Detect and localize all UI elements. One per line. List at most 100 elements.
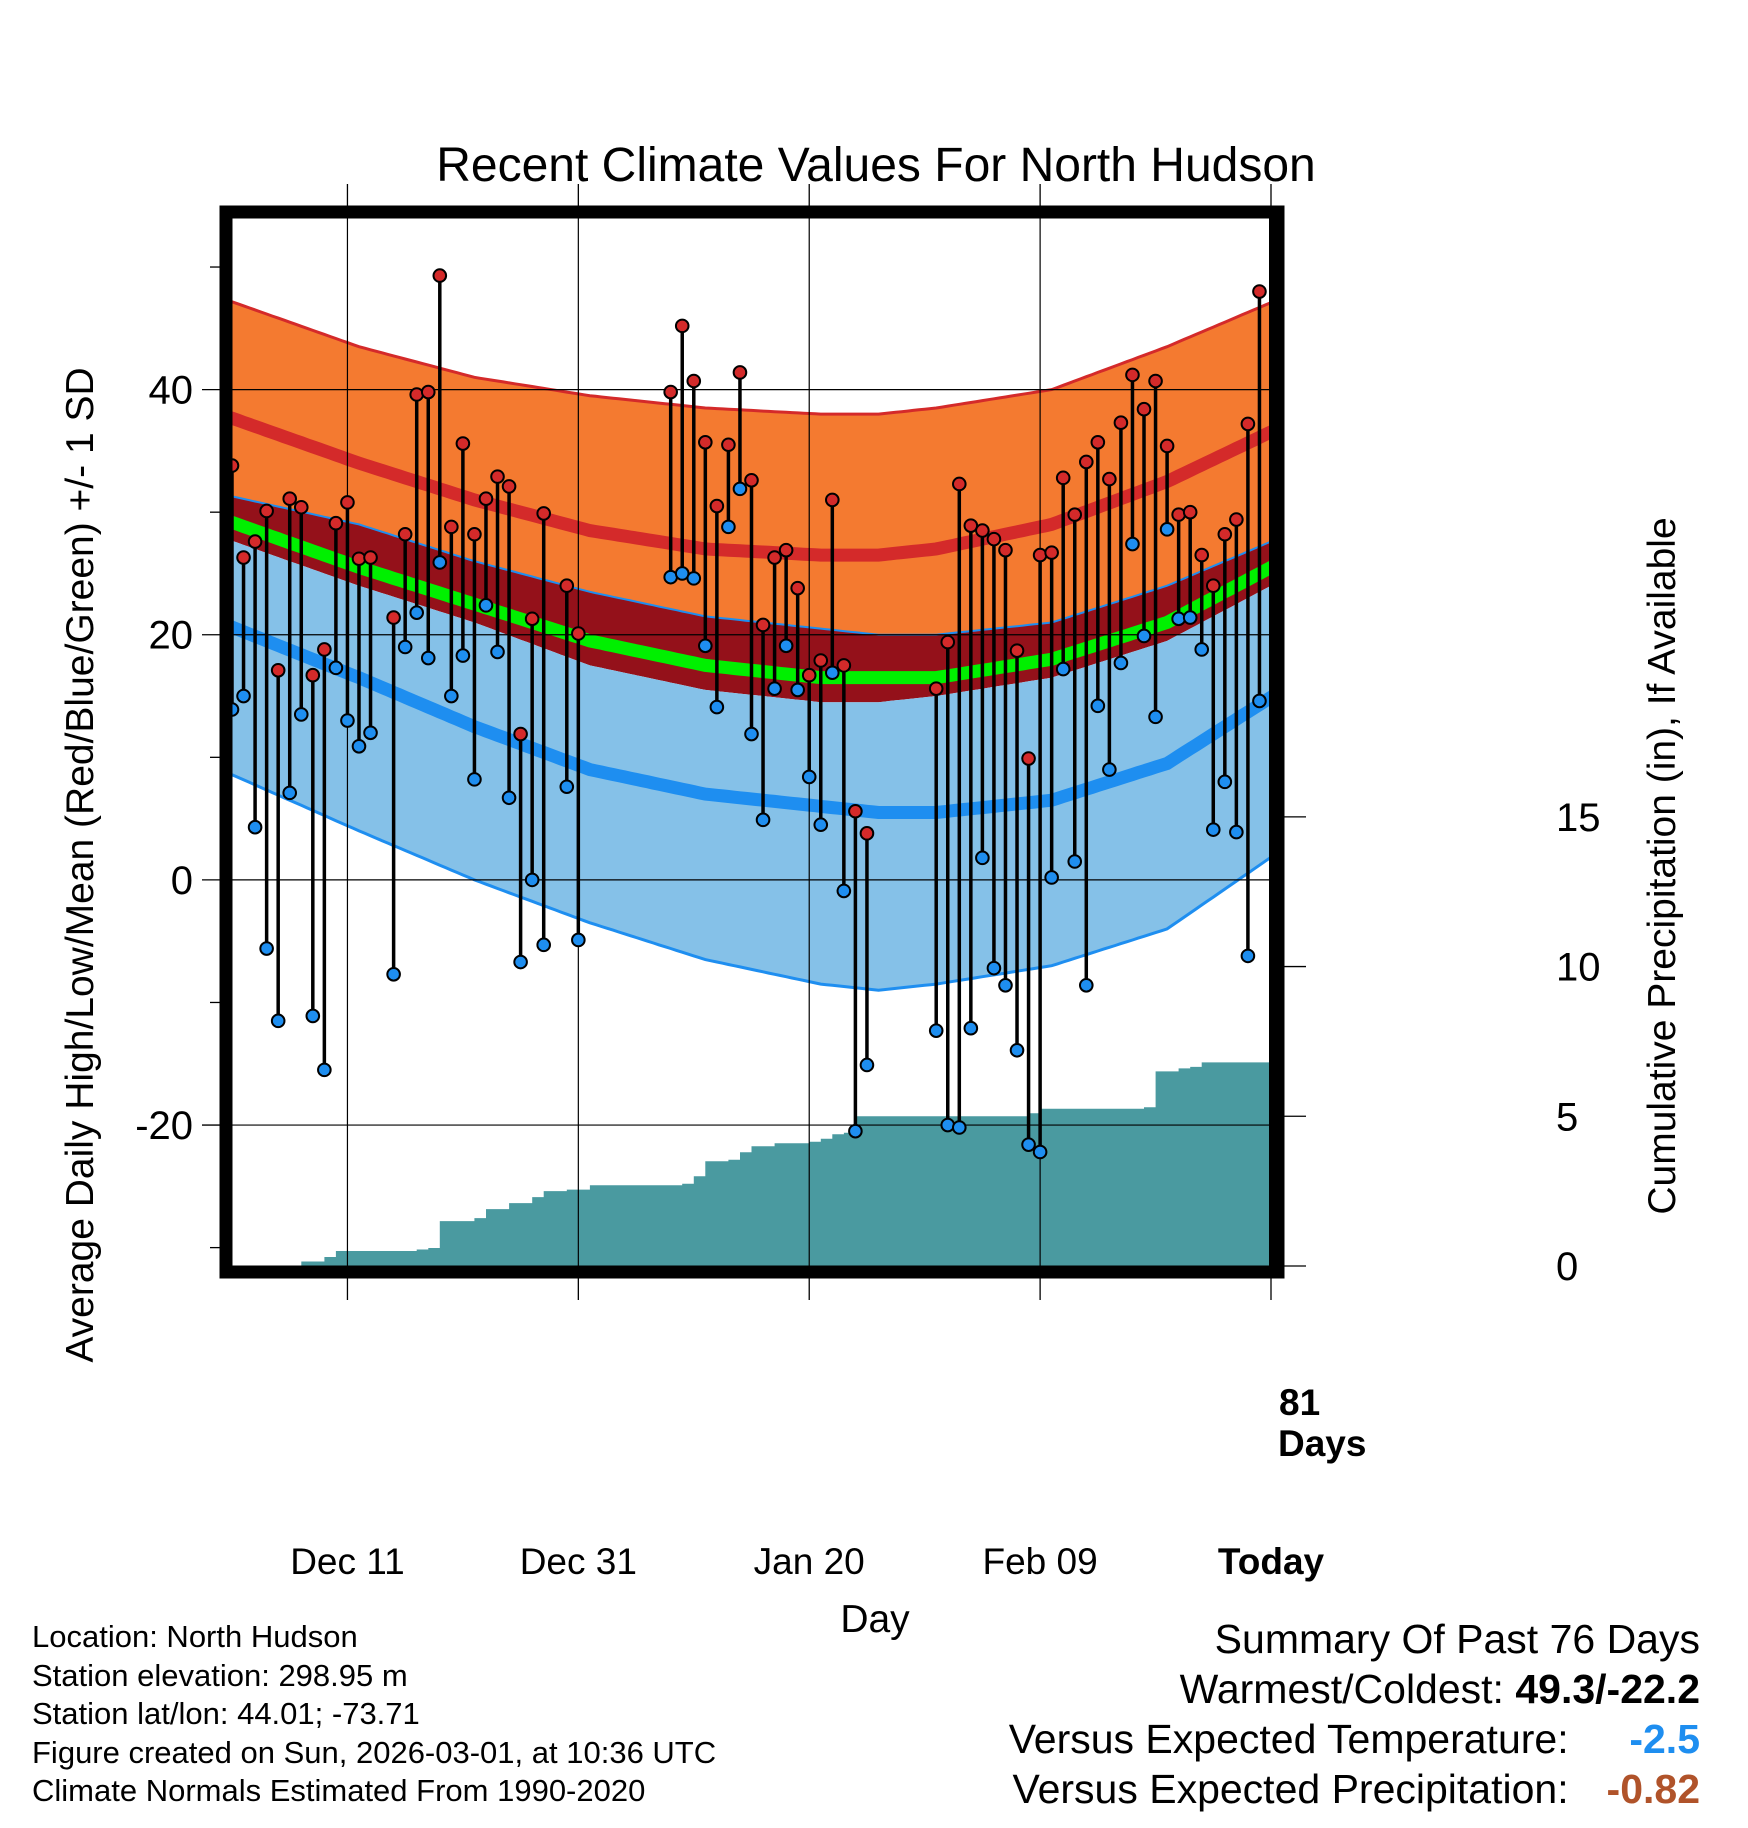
daily-high-point (848, 803, 863, 819)
temp-anomaly-value: -2.5 (1629, 1716, 1700, 1762)
station-info: Location: North Hudson Station elevation… (32, 1618, 716, 1811)
daily-high-point (709, 498, 725, 514)
daily-low-point (351, 738, 367, 754)
normals-text: Climate Normals Estimated From 1990-2020 (32, 1773, 646, 1808)
daily-low-point (444, 688, 459, 704)
daily-low-point (1021, 1137, 1036, 1152)
daily-low-point (778, 638, 794, 654)
precip-anomaly-label: Versus Expected Precipitation: (1012, 1766, 1569, 1812)
daily-low-point (859, 1057, 875, 1073)
daily-high-point (247, 534, 263, 549)
daily-low-point (232, 702, 240, 717)
daily-low-point (236, 688, 251, 704)
days-count-label: Days (1278, 1423, 1366, 1464)
summary-panel: Summary Of Past 76 Days Warmest/Coldest:… (1009, 1614, 1700, 1814)
daily-high-point (1136, 401, 1152, 417)
daily-low-point (1078, 978, 1094, 993)
daily-low-point (721, 519, 736, 535)
daily-high-point (524, 611, 540, 627)
daily-low-point (1136, 628, 1152, 644)
daily-high-point (778, 542, 794, 558)
daily-low-point (1182, 610, 1198, 625)
high-sd-upper-line (232, 300, 1271, 416)
daily-low-point (975, 850, 990, 866)
daily-low-point (340, 713, 355, 728)
daily-low-point (825, 665, 840, 681)
daily-high-point (397, 526, 413, 542)
daily-high-point (444, 519, 459, 535)
daily-high-point (420, 384, 436, 400)
daily-high-point (1240, 416, 1256, 432)
daily-high-point (998, 542, 1013, 558)
daily-high-point (259, 503, 274, 519)
daily-low-point (513, 954, 528, 970)
daily-low-point (1044, 870, 1059, 885)
warmest-value: 49.3/-22.2 (1515, 1666, 1700, 1712)
daily-low-point (282, 785, 298, 801)
plot-frame (219, 205, 1285, 1279)
plot-content (232, 218, 1271, 1266)
daily-low-point (1113, 655, 1129, 671)
daily-high-point (755, 617, 771, 633)
daily-low-point (1125, 536, 1140, 552)
daily-high-point (1090, 435, 1106, 450)
daily-low-point (467, 772, 482, 787)
daily-high-point (571, 626, 586, 641)
precip-anomaly-row: Versus Expected Precipitation: -0.82 (1009, 1764, 1701, 1814)
daily-low-point (559, 779, 575, 795)
y2-tick-label: 10 (1556, 946, 1601, 990)
daily-low-point (801, 769, 817, 785)
daily-high-point (1148, 373, 1163, 389)
daily-low-point (1252, 693, 1267, 709)
daily-high-point (767, 550, 782, 565)
daily-low-point (420, 650, 436, 666)
daily-low-point (270, 1013, 286, 1029)
daily-high-point (859, 826, 875, 841)
daily-high-point (1159, 438, 1175, 454)
daily-low-point (1148, 709, 1163, 725)
daily-high-point (1229, 512, 1244, 527)
daily-low-point (1090, 698, 1106, 714)
elevation-text: Station elevation: 298.95 m (32, 1657, 408, 1693)
daily-low-point (386, 966, 401, 982)
daily-low-point (536, 937, 552, 953)
daily-low-point (755, 812, 771, 828)
daily-high-point (986, 531, 1002, 547)
daily-low-point (293, 707, 309, 722)
daily-high-point (1182, 504, 1198, 520)
daily-low-point (998, 978, 1013, 993)
daily-low-point (571, 932, 586, 948)
daily-low-point (698, 638, 713, 654)
daily-low-point (744, 726, 759, 742)
y-tick-label: -20 (135, 1104, 193, 1148)
daily-low-point (455, 648, 471, 663)
y2-axis-label: Cumulative Precipitation (in), If Availa… (1641, 517, 1684, 1214)
daily-low-point (247, 819, 263, 835)
daily-low-point (259, 941, 274, 956)
daily-low-point (478, 598, 494, 613)
daily-low-point (1194, 642, 1210, 657)
daily-high-point (1078, 454, 1094, 470)
daily-low-point (409, 605, 425, 620)
daily-low-point (432, 555, 448, 570)
daily-high-point (1205, 578, 1221, 594)
daily-high-point (790, 580, 805, 596)
created-text: Figure created on Sun, 2026-03-01, at 10… (32, 1734, 717, 1770)
daily-high-point (467, 526, 482, 542)
daily-high-point (928, 681, 944, 696)
daily-high-point (317, 642, 332, 657)
daily-high-point (975, 523, 990, 538)
daily-high-point (340, 495, 355, 510)
daily-high-point (432, 268, 448, 283)
daily-low-point (963, 1020, 979, 1036)
daily-high-point (698, 435, 713, 450)
summary-title: Summary Of Past 76 Days (1214, 1616, 1700, 1662)
daily-high-point (270, 662, 286, 678)
daily-high-point (686, 373, 702, 389)
daily-high-point (952, 476, 967, 492)
daily-low-point (1159, 522, 1175, 537)
daily-high-point (1021, 751, 1036, 766)
daily-high-point (305, 667, 321, 683)
daily-low-point (317, 1062, 332, 1078)
temp-anomaly-row: Versus Expected Temperature: -2.5 (1009, 1714, 1700, 1764)
